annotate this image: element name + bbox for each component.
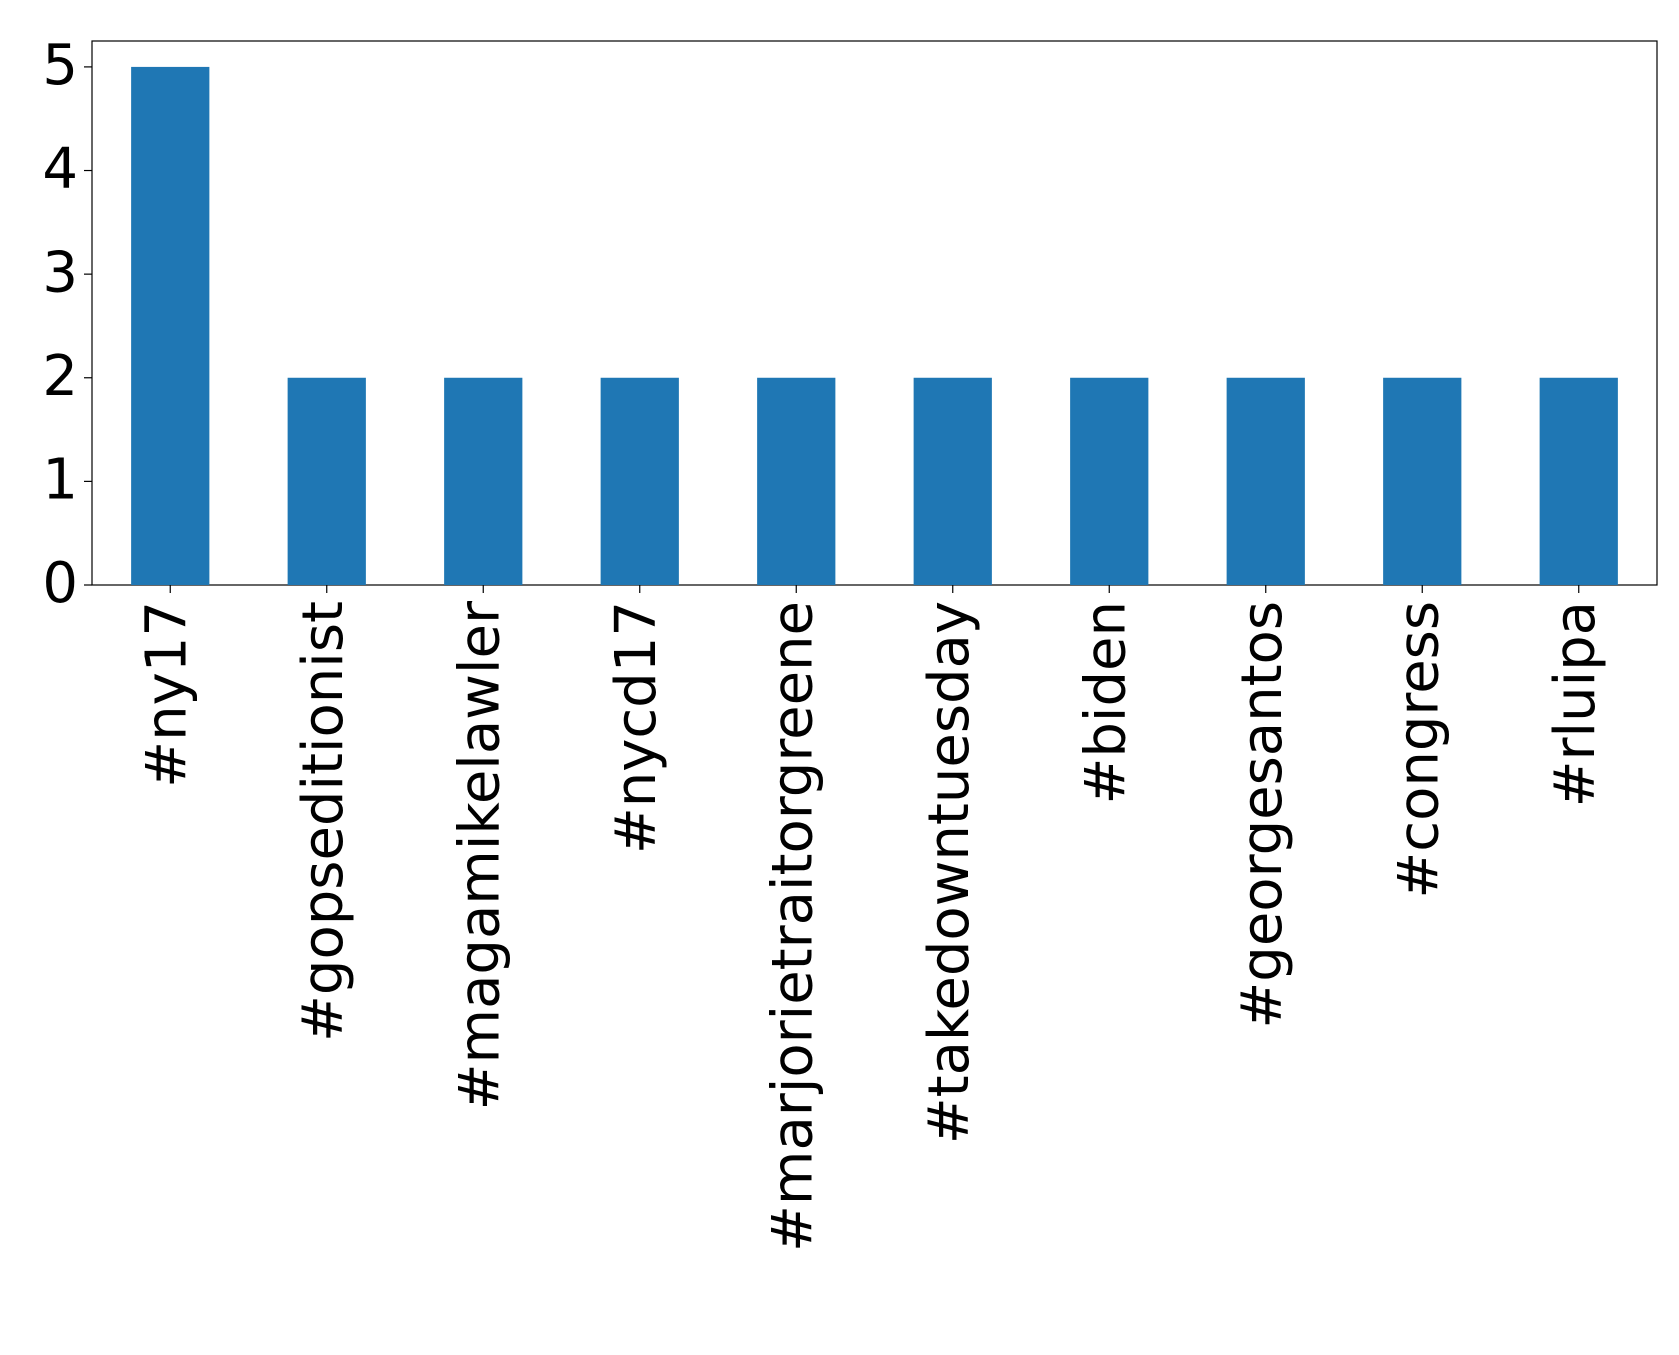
x-tick-label: #nycd17 xyxy=(604,601,669,854)
x-tick-label: #gopseditionist xyxy=(291,601,356,1042)
bar xyxy=(131,66,210,585)
axes-frame xyxy=(91,40,1658,586)
x-tick-label: #rluipa xyxy=(1543,601,1608,807)
bar xyxy=(287,377,366,585)
bar xyxy=(757,377,836,585)
x-tick-label: #georgesantos xyxy=(1230,601,1295,1029)
x-tick-label: #ny17 xyxy=(134,601,199,788)
x-tick-label: #magamikelawler xyxy=(447,600,512,1110)
y-tick-label: 2 xyxy=(42,344,78,409)
y-tick-label: 4 xyxy=(42,137,78,202)
bar xyxy=(1383,377,1462,585)
bar xyxy=(1070,377,1149,585)
bar xyxy=(913,377,992,585)
y-tick-label: 0 xyxy=(42,551,78,616)
y-tick-label: 1 xyxy=(42,448,78,513)
bar xyxy=(444,377,523,585)
bar xyxy=(1226,377,1305,585)
x-tick-label: #congress xyxy=(1386,601,1451,899)
x-tick-label: #marjorietraitorgreene xyxy=(760,601,825,1252)
x-tick-label: #takedowntuesday xyxy=(917,601,982,1144)
x-tick-label: #biden xyxy=(1073,601,1138,805)
bar xyxy=(600,377,679,585)
y-tick-label: 5 xyxy=(42,33,78,98)
y-tick-label: 3 xyxy=(42,240,78,305)
bar xyxy=(1539,377,1618,585)
